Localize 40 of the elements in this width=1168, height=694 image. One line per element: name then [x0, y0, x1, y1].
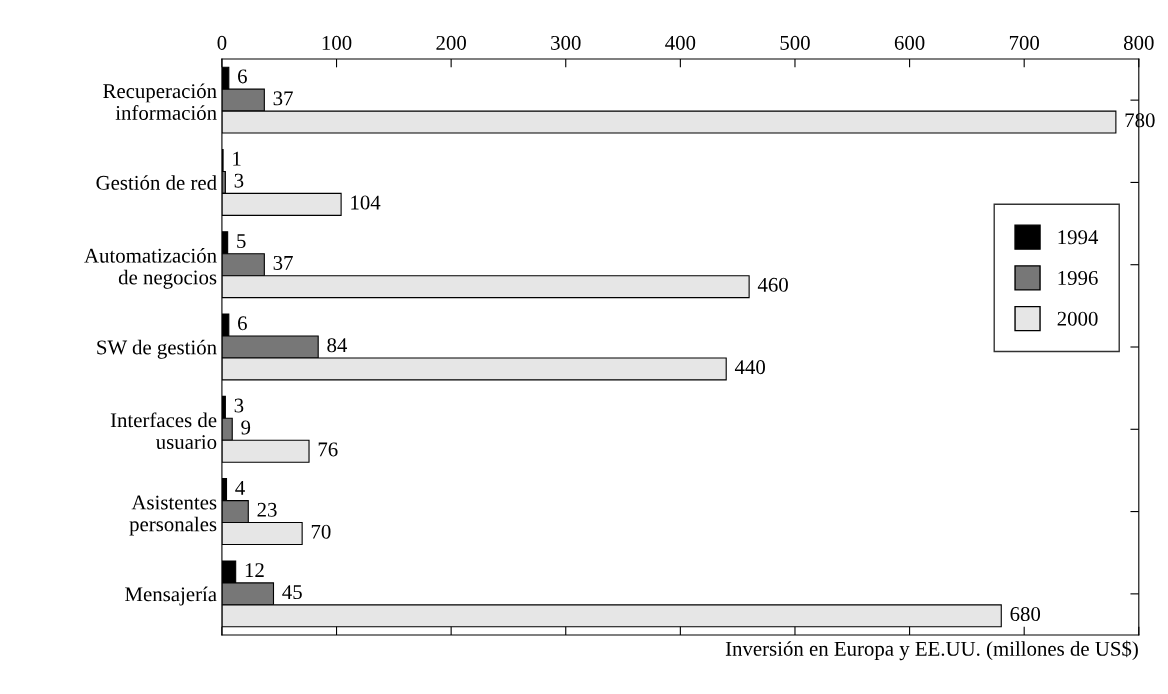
data-label: 12	[245, 563, 264, 577]
data-label: 84	[327, 338, 348, 353]
data-label: 3	[234, 398, 244, 413]
x-tick-label: 100	[322, 35, 352, 50]
y-tick-label: Mensajería	[125, 586, 217, 606]
data-label: 104	[351, 195, 381, 210]
y-tick-label: Interfaces de usuario	[110, 412, 217, 450]
x-tick-label: 800	[1123, 35, 1154, 50]
y-tick-label: Automatización de negocios	[84, 248, 217, 289]
x-tick-label: 200	[436, 35, 466, 50]
x-tick-label: 500	[780, 35, 810, 50]
data-label: 70	[311, 524, 331, 539]
data-label: 9	[241, 420, 251, 435]
data-label: 460	[757, 277, 788, 292]
data-label: 6	[238, 69, 247, 84]
x-tick-label: 700	[1009, 35, 1040, 50]
y-tick-label: Recuperación información	[103, 83, 217, 120]
legend-label: 2000	[1057, 311, 1098, 326]
y-tick-label: Gestión de red	[96, 175, 217, 190]
data-label: 3	[234, 173, 244, 188]
x-axis-title: Inversión en Europa y EE.UU. (millones de US$)	[725, 640, 1138, 661]
data-label: 440	[734, 360, 765, 375]
data-label: 5	[237, 234, 246, 248]
y-tick-label: SW de gestión	[97, 339, 217, 359]
x-tick-label: 0	[217, 35, 227, 50]
x-tick-label: 400	[665, 35, 696, 50]
legend-label: 1996	[1058, 271, 1098, 286]
data-label: 6	[238, 316, 247, 331]
data-label: 23	[257, 502, 277, 517]
data-label: 76	[318, 442, 338, 457]
x-tick-label: 600	[894, 35, 925, 50]
x-tick-label: 300	[551, 35, 581, 50]
y-tick-label: Asistentes personales	[129, 495, 217, 536]
data-label: 37	[273, 91, 293, 106]
data-label: 1	[233, 151, 241, 166]
data-label: 4	[235, 480, 245, 495]
data-label: 37	[273, 255, 293, 270]
data-label: 45	[282, 585, 302, 600]
data-label: 680	[1010, 606, 1041, 622]
legend-label: 1994	[1058, 230, 1099, 245]
